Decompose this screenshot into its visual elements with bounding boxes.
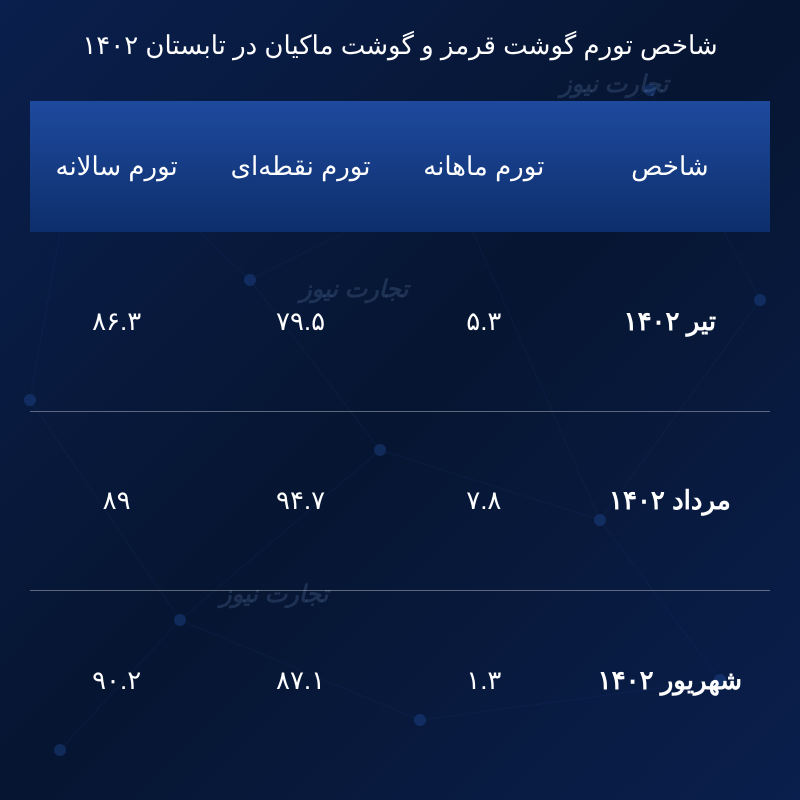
inflation-table: شاخص تورم ماهانه تورم نقطه‌ای تورم سالان… [30, 101, 770, 770]
cell-monthly: ۱.۳ [398, 591, 570, 770]
cell-annual: ۸۹ [30, 411, 203, 591]
cell-monthly: ۷.۸ [398, 411, 570, 591]
cell-annual: ۹۰.۲ [30, 591, 203, 770]
col-ptp: تورم نقطه‌ای [203, 101, 398, 232]
cell-ptp: ۸۷.۱ [203, 591, 398, 770]
table-row: مرداد ۱۴۰۲ ۷.۸ ۹۴.۷ ۸۹ [30, 411, 770, 591]
row-label: مرداد ۱۴۰۲ [570, 411, 770, 591]
row-label: شهریور ۱۴۰۲ [570, 591, 770, 770]
row-label: تیر ۱۴۰۲ [570, 232, 770, 411]
cell-annual: ۸۶.۳ [30, 232, 203, 411]
cell-ptp: ۹۴.۷ [203, 411, 398, 591]
col-monthly: تورم ماهانه [398, 101, 570, 232]
page-title: شاخص تورم گوشت قرمز و گوشت ماکیان در تاب… [30, 30, 770, 61]
col-annual: تورم سالانه [30, 101, 203, 232]
table-header-row: شاخص تورم ماهانه تورم نقطه‌ای تورم سالان… [30, 101, 770, 232]
table-row: شهریور ۱۴۰۲ ۱.۳ ۸۷.۱ ۹۰.۲ [30, 591, 770, 770]
cell-ptp: ۷۹.۵ [203, 232, 398, 411]
col-index: شاخص [570, 101, 770, 232]
cell-monthly: ۵.۳ [398, 232, 570, 411]
table-row: تیر ۱۴۰۲ ۵.۳ ۷۹.۵ ۸۶.۳ [30, 232, 770, 411]
